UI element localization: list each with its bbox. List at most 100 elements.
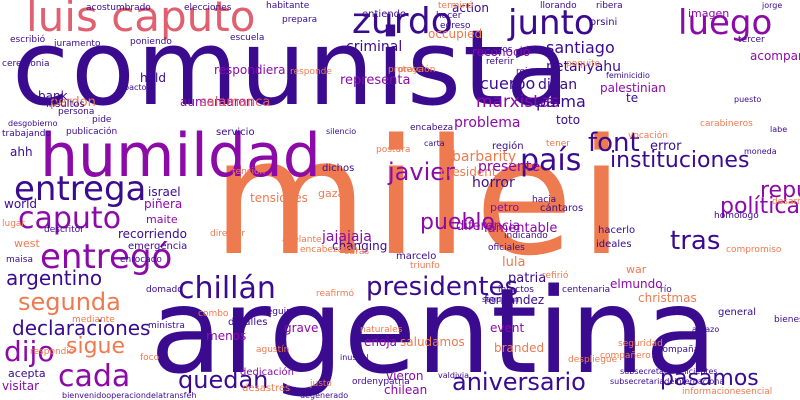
word: saludamos bbox=[400, 335, 465, 349]
word: enoja bbox=[364, 335, 398, 349]
word: prepara bbox=[282, 15, 318, 25]
word: ahh bbox=[10, 145, 33, 159]
word: oficiales bbox=[488, 243, 525, 253]
word: santiago bbox=[546, 38, 615, 57]
word: tensiones bbox=[250, 191, 308, 205]
word: enrocado bbox=[120, 255, 162, 265]
word: ministra bbox=[148, 321, 185, 331]
word: centenaria bbox=[562, 285, 611, 295]
word: instituciones bbox=[610, 148, 750, 173]
word: declaraciones bbox=[12, 316, 151, 340]
word: junto bbox=[508, 3, 595, 43]
word: país bbox=[520, 143, 582, 178]
word: seguirían bbox=[482, 295, 519, 304]
word: pide bbox=[92, 115, 112, 125]
word: horror bbox=[472, 175, 515, 191]
word: representa bbox=[340, 73, 411, 88]
word: escribió bbox=[10, 35, 46, 45]
word: entregó bbox=[40, 237, 173, 277]
word: jorge bbox=[762, 1, 783, 10]
word: vieron bbox=[386, 369, 424, 383]
word: vocación bbox=[628, 131, 668, 141]
word: tensión bbox=[232, 167, 266, 177]
word: presente bbox=[478, 159, 540, 175]
word: tener bbox=[546, 139, 571, 149]
word: encabeza bbox=[410, 123, 454, 133]
word: labe bbox=[770, 125, 788, 134]
word: ideales bbox=[596, 239, 632, 250]
word: descritor bbox=[44, 225, 84, 235]
word: perdon bbox=[50, 95, 96, 110]
word: valdivia bbox=[438, 371, 470, 380]
word: argentina bbox=[150, 262, 718, 400]
word: feminicidio bbox=[606, 71, 650, 80]
word: rojas bbox=[516, 67, 538, 77]
word: protección bbox=[388, 65, 436, 75]
word: humildad bbox=[40, 121, 321, 191]
word: publicación bbox=[66, 127, 118, 137]
word: servicio bbox=[216, 127, 255, 138]
word: combo bbox=[198, 309, 229, 319]
word: visitar bbox=[2, 379, 40, 393]
word: praya bbox=[398, 65, 424, 75]
word: segunda bbox=[18, 288, 121, 316]
word: habitante bbox=[266, 1, 310, 11]
word: acompaña bbox=[652, 345, 700, 355]
word: desarrollo bbox=[772, 197, 800, 207]
word: quedan bbox=[178, 366, 269, 394]
word: subsecretariadelicieptes bbox=[620, 367, 718, 376]
word: abrazo bbox=[692, 325, 720, 334]
word: hacia bbox=[532, 195, 557, 205]
word: barbarity bbox=[452, 149, 517, 165]
word: tercer bbox=[738, 35, 765, 45]
word: carta bbox=[424, 139, 445, 148]
word: escuela bbox=[230, 33, 265, 43]
word: lula bbox=[502, 255, 526, 270]
word: agustín bbox=[256, 345, 290, 355]
word: problema bbox=[454, 115, 521, 131]
word: pasamos bbox=[660, 366, 759, 391]
word: nuevos bbox=[480, 45, 513, 55]
word: comunista bbox=[12, 7, 572, 129]
word: despliegue bbox=[568, 355, 618, 365]
word: detalles bbox=[228, 317, 268, 328]
word: chilean bbox=[384, 383, 428, 397]
word: bank bbox=[38, 89, 68, 103]
word: reafirmó bbox=[316, 289, 355, 299]
word: trabajando bbox=[2, 129, 51, 139]
word: llorando bbox=[540, 1, 577, 11]
word: argentino bbox=[6, 266, 103, 290]
word: menos bbox=[206, 329, 247, 343]
word: marxistas bbox=[476, 92, 560, 112]
word: elmundo bbox=[610, 277, 663, 291]
word: christmas bbox=[638, 291, 697, 305]
word: caputo bbox=[18, 201, 122, 236]
word: milei bbox=[212, 104, 630, 291]
word: pueblo bbox=[420, 210, 495, 235]
word: petro bbox=[490, 201, 520, 214]
word: digan bbox=[538, 77, 578, 93]
word: ceremonia bbox=[2, 59, 50, 69]
word: branded bbox=[494, 341, 545, 355]
word: desastres bbox=[242, 383, 291, 394]
word: maisa bbox=[6, 255, 33, 265]
word: acepta bbox=[8, 367, 46, 380]
word: cuerpo bbox=[480, 74, 536, 93]
word: bienestar bbox=[774, 315, 800, 325]
word: grave bbox=[284, 321, 319, 335]
word: jajajaja bbox=[322, 229, 372, 245]
word: respondiera bbox=[214, 63, 286, 77]
word: refirió bbox=[542, 271, 569, 281]
word: compromiso bbox=[726, 245, 782, 255]
word: entiendo bbox=[362, 9, 407, 20]
word: sigue bbox=[66, 334, 126, 359]
word: hacer bbox=[436, 11, 462, 21]
word: palma bbox=[536, 92, 586, 111]
word: president bbox=[440, 165, 497, 179]
word: seguridad bbox=[618, 339, 663, 349]
word: recorriendo bbox=[118, 227, 187, 241]
word: world bbox=[4, 197, 38, 211]
word: west bbox=[14, 237, 40, 250]
word: lugar bbox=[2, 219, 26, 229]
